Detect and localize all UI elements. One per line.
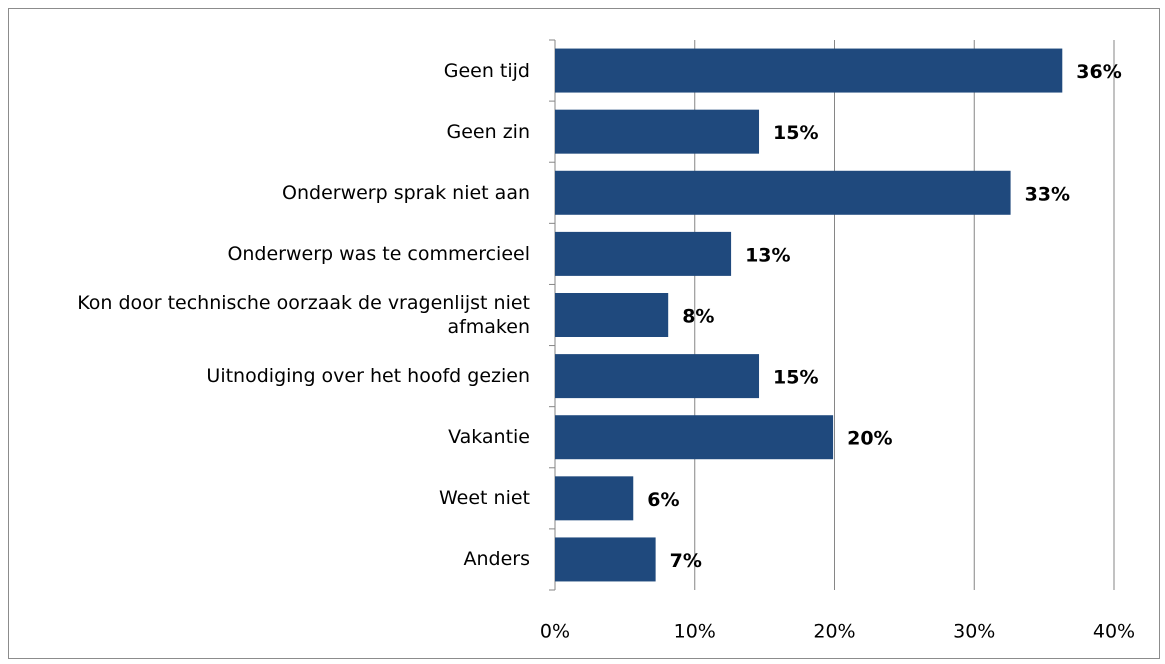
x-tick-label: 30%: [953, 621, 995, 643]
data-label: 7%: [670, 550, 702, 572]
y-tick-label: Vakantie: [448, 426, 530, 449]
bar: [555, 354, 760, 399]
bar: [555, 293, 669, 337]
bar: [555, 109, 760, 154]
bar: [555, 537, 656, 582]
bar: [555, 415, 834, 460]
y-tick-label: Onderwerp sprak niet aan: [282, 181, 530, 204]
data-label: 13%: [745, 244, 790, 266]
data-label: 20%: [847, 428, 892, 450]
data-label: 6%: [647, 489, 679, 511]
data-label: 33%: [1025, 183, 1070, 205]
x-tick-label: 20%: [813, 621, 855, 643]
bar: [555, 476, 634, 521]
data-label: 15%: [773, 367, 818, 389]
bar: [555, 48, 1063, 93]
x-tick-label: 10%: [674, 621, 716, 643]
y-tick-label: Kon door technische oorzaak de vragenlij…: [77, 292, 530, 338]
y-tick-label: Geen zin: [446, 120, 530, 143]
chart-border: [8, 8, 1160, 659]
y-tick-label: Onderwerp was te commercieel: [227, 242, 530, 265]
y-tick-label: Geen tijd: [443, 59, 530, 82]
data-label: 8%: [682, 306, 714, 328]
y-tick-label: Uitnodiging over het hoofd gezien: [206, 365, 530, 388]
data-label: 15%: [773, 122, 818, 144]
data-label: 36%: [1076, 61, 1121, 83]
bar: [555, 231, 732, 276]
y-tick-label: Weet niet: [438, 487, 530, 510]
y-tick-label: Anders: [463, 548, 531, 571]
x-tick-label: 40%: [1093, 621, 1135, 643]
bar: [555, 170, 1011, 215]
x-tick-label: 0%: [540, 621, 570, 643]
